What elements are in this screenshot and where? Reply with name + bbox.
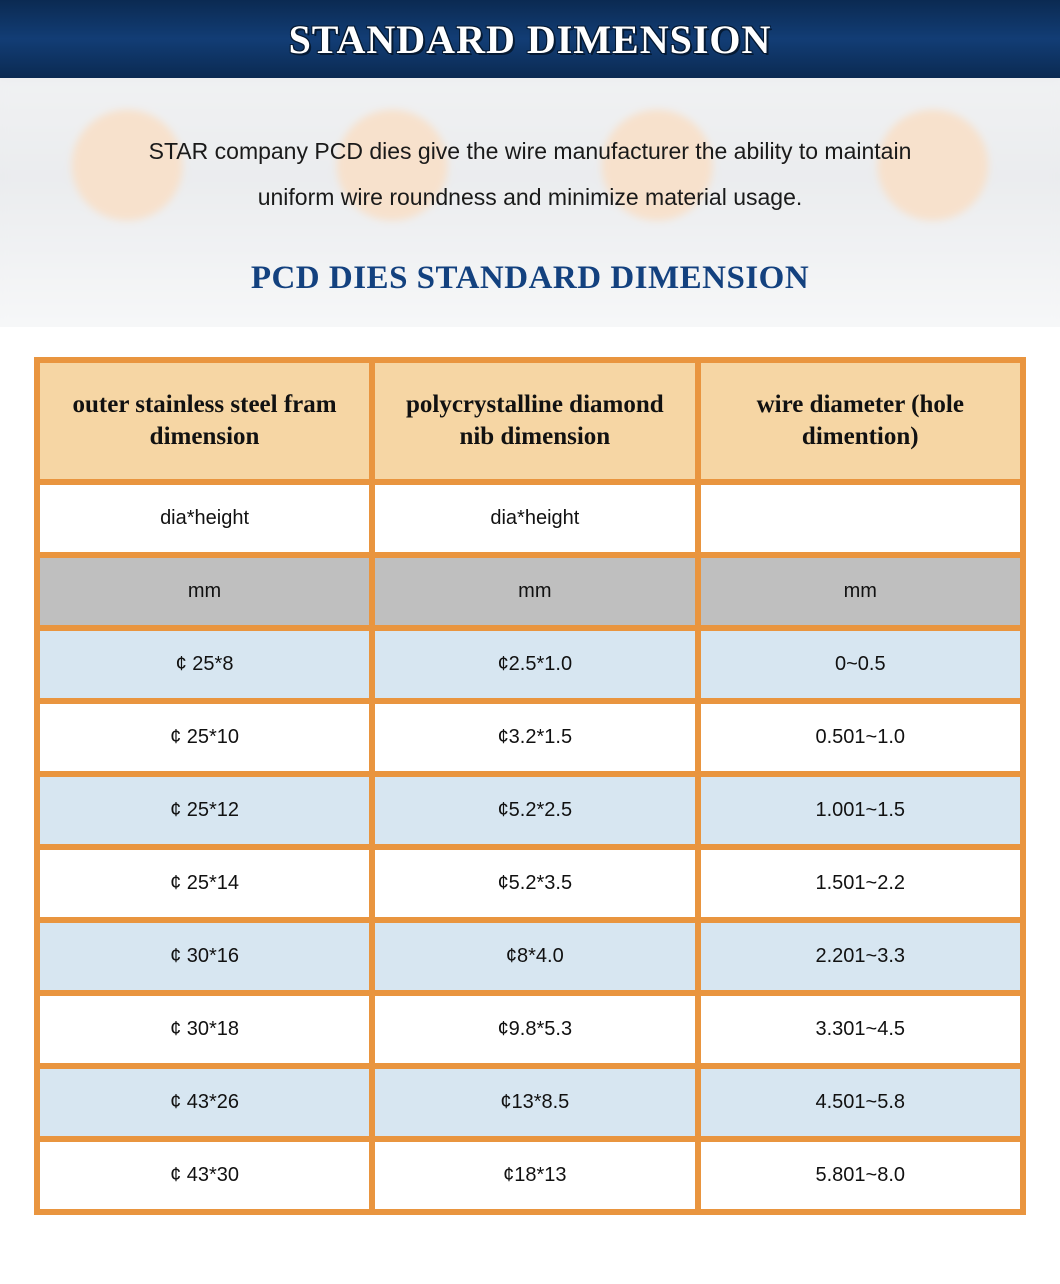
table-cell: ¢ 25*12 [40,777,369,844]
table-title: PCD DIES STANDARD DIMENSION [0,260,1060,297]
table-cell: ¢5.2*3.5 [375,850,694,917]
table-cell: ¢ 43*30 [40,1142,369,1209]
unit-cell: mm [40,558,369,625]
table-row: ¢ 43*26¢13*8.54.501~5.8 [40,1069,1020,1136]
table-subheader-row: dia*height dia*height [40,485,1020,552]
table-cell: 2.201~3.3 [701,923,1020,990]
dimension-table: outer stainless steel fram dimension pol… [34,357,1026,1215]
col-header-wire: wire diameter (hole dimention) [701,363,1020,479]
table-row: ¢ 25*12¢5.2*2.51.001~1.5 [40,777,1020,844]
dimension-table-wrap: outer stainless steel fram dimension pol… [0,327,1060,1255]
table-row: ¢ 25*10¢3.2*1.50.501~1.0 [40,704,1020,771]
subheader-cell [701,485,1020,552]
table-cell: 4.501~5.8 [701,1069,1020,1136]
table-unit-row: mm mm mm [40,558,1020,625]
page-title: STANDARD DIMENSION [289,16,772,63]
header-band: STANDARD DIMENSION [0,0,1060,78]
table-cell: 1.001~1.5 [701,777,1020,844]
table-row: ¢ 30*18¢9.8*5.33.301~4.5 [40,996,1020,1063]
table-cell: 1.501~2.2 [701,850,1020,917]
table-cell: ¢9.8*5.3 [375,996,694,1063]
table-cell: ¢ 25*10 [40,704,369,771]
table-cell: ¢ 30*18 [40,996,369,1063]
table-row: ¢ 43*30¢18*135.801~8.0 [40,1142,1020,1209]
hero-section: STAR company PCD dies give the wire manu… [0,78,1060,327]
table-cell: 0~0.5 [701,631,1020,698]
table-cell: 3.301~4.5 [701,996,1020,1063]
table-cell: 5.801~8.0 [701,1142,1020,1209]
subheader-cell: dia*height [40,485,369,552]
table-cell: ¢ 25*14 [40,850,369,917]
table-body: dia*height dia*height mm mm mm ¢ 25*8¢2.… [40,485,1020,1209]
table-row: ¢ 30*16¢8*4.02.201~3.3 [40,923,1020,990]
table-cell: 0.501~1.0 [701,704,1020,771]
table-cell: ¢3.2*1.5 [375,704,694,771]
table-cell: ¢ 43*26 [40,1069,369,1136]
table-header-row: outer stainless steel fram dimension pol… [40,363,1020,479]
table-row: ¢ 25*14¢5.2*3.51.501~2.2 [40,850,1020,917]
subheader-cell: dia*height [375,485,694,552]
table-cell: ¢13*8.5 [375,1069,694,1136]
intro-text: STAR company PCD dies give the wire manu… [120,128,940,220]
col-header-nib: polycrystalline diamond nib dimension [375,363,694,479]
table-cell: ¢2.5*1.0 [375,631,694,698]
table-cell: ¢ 25*8 [40,631,369,698]
table-cell: ¢8*4.0 [375,923,694,990]
unit-cell: mm [701,558,1020,625]
unit-cell: mm [375,558,694,625]
table-cell: ¢5.2*2.5 [375,777,694,844]
table-cell: ¢18*13 [375,1142,694,1209]
table-row: ¢ 25*8¢2.5*1.00~0.5 [40,631,1020,698]
col-header-outer: outer stainless steel fram dimension [40,363,369,479]
table-cell: ¢ 30*16 [40,923,369,990]
